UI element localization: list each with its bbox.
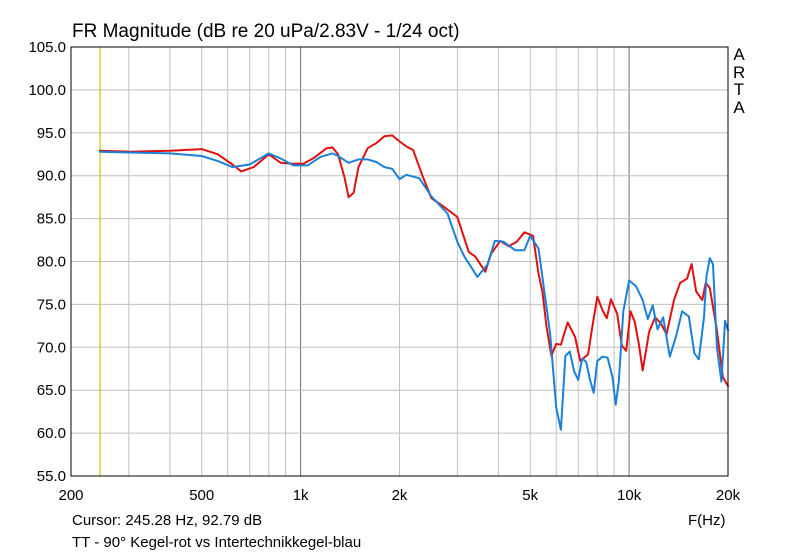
y-tick-label: 95.0: [37, 125, 66, 142]
chart-title: FR Magnitude (dB re 20 uPa/2.83V - 1/24 …: [72, 21, 460, 42]
y-tick-label: 75.0: [37, 296, 66, 313]
y-tick-label: 85.0: [37, 211, 66, 228]
y-tick-label: 90.0: [37, 168, 66, 185]
x-tick-label: 10k: [617, 487, 642, 504]
y-tick-label: 80.0: [37, 254, 66, 271]
plot-frame: [70, 46, 729, 477]
series-line-2: [99, 150, 729, 431]
y-tick-label: 55.0: [37, 468, 66, 485]
grid-lines: [71, 47, 728, 476]
tick-labels: 55.0 60.0 65.0 70.0 75.0 80.0 85.0 90.0 95.0 100.…: [28, 39, 740, 504]
x-tick-label: 5k: [522, 487, 538, 504]
x-tick-label: 20k: [716, 487, 741, 504]
x-axis-label: F(Hz): [688, 512, 726, 529]
y-tick-label: 60.0: [37, 425, 66, 442]
data-series: [99, 134, 729, 431]
y-tick-label: 105.0: [28, 39, 66, 56]
x-tick-label: 1k: [293, 487, 309, 504]
y-tick-label: 65.0: [37, 382, 66, 399]
cursor-readout: Cursor: 245.28 Hz, 92.79 dB: [72, 512, 263, 529]
x-tick-label: 2k: [392, 487, 408, 504]
series-line-1: [99, 134, 729, 387]
x-tick-label: 500: [189, 487, 214, 504]
y-tick-label: 100.0: [28, 82, 66, 99]
y-tick-label: 70.0: [37, 339, 66, 356]
x-tick-label: 200: [58, 487, 83, 504]
arta-brand-label: ARTA: [733, 45, 746, 117]
chart-caption: TT - 90° Kegel-rot vs Intertechnikkegel-…: [72, 534, 362, 551]
